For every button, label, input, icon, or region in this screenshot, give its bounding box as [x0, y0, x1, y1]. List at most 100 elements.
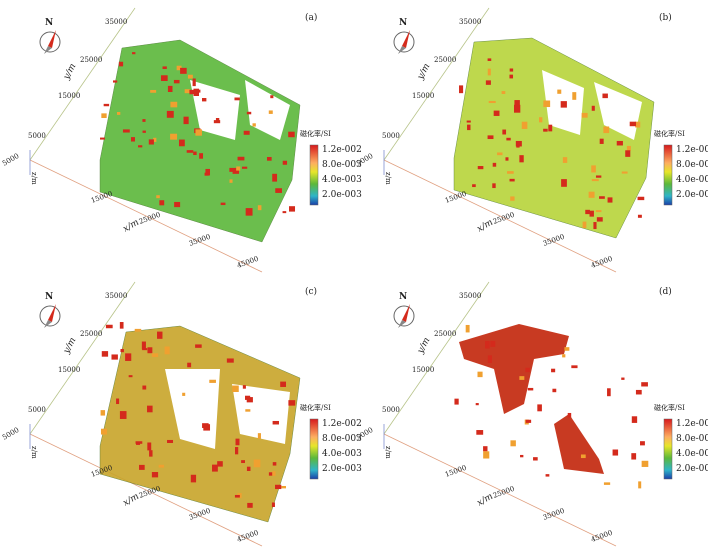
anomaly-voxel	[132, 52, 136, 55]
anomaly-voxel	[561, 179, 567, 187]
anomaly-voxel	[187, 74, 193, 79]
anomaly-voxel	[147, 347, 153, 354]
anomaly-voxel	[167, 85, 173, 92]
anomaly-voxel	[164, 346, 170, 355]
x-tick-label: 25000	[138, 211, 162, 226]
anomaly-voxel	[595, 175, 602, 178]
anomaly-voxel	[105, 324, 113, 329]
anomaly-voxel	[638, 481, 642, 489]
anomaly-voxel	[101, 351, 109, 357]
anomaly-voxel	[631, 453, 637, 460]
anomaly-voxel	[242, 166, 248, 169]
anomaly-voxel	[234, 447, 239, 455]
anomaly-voxel	[166, 110, 174, 118]
anomaly-voxel	[281, 485, 286, 489]
colorbar-title: 磁化率/SI	[654, 129, 685, 138]
anomaly-voxel	[641, 460, 649, 467]
anomaly-voxel	[509, 68, 514, 72]
anomaly-voxel	[588, 191, 595, 198]
anomaly-voxel	[232, 385, 239, 392]
anomaly-voxel	[241, 460, 245, 464]
anomaly-voxel	[607, 388, 611, 397]
anomaly-voxel	[205, 168, 211, 176]
compass-label: N	[399, 292, 407, 302]
anomaly-voxel	[629, 121, 636, 127]
compass-needle	[402, 304, 410, 322]
anomaly-voxel	[226, 358, 234, 363]
anomaly-voxel	[149, 450, 153, 457]
anomaly-voxel	[585, 209, 590, 215]
y-tick-label: 35000	[459, 18, 481, 26]
anomaly-voxel	[467, 124, 471, 131]
anomaly-voxel	[282, 211, 287, 214]
x-tick-label: 45000	[590, 529, 614, 544]
anomaly-voxel	[548, 124, 553, 132]
compass-needle	[398, 320, 406, 328]
y-tick-label: 35000	[459, 292, 481, 300]
anomaly-voxel	[103, 103, 110, 107]
colorbar-label: 1.2e-003	[676, 419, 708, 429]
y-axis-line	[383, 7, 490, 161]
anomaly-voxel	[232, 170, 240, 174]
anomaly-voxel	[591, 165, 596, 173]
compass-label: N	[399, 18, 407, 28]
anomaly-voxel	[580, 454, 586, 459]
anomaly-voxel	[472, 184, 476, 188]
panel-label: (c)	[305, 286, 317, 297]
anomaly-voxel	[151, 353, 159, 357]
z-tick-label: 5000	[1, 152, 20, 168]
compass-needle	[402, 30, 410, 48]
anomaly-voxel	[525, 419, 532, 423]
y-tick-label: 15000	[412, 366, 434, 374]
anomaly-voxel	[268, 110, 273, 114]
anomaly-voxel	[101, 113, 107, 119]
anomaly-voxel	[520, 454, 524, 458]
anomaly-voxel	[543, 128, 548, 132]
anomaly-voxel	[533, 457, 538, 461]
anomaly-voxel	[589, 210, 594, 217]
anomaly-voxel	[640, 441, 645, 446]
anomaly-voxel	[539, 117, 543, 123]
anomaly-voxel	[275, 188, 282, 193]
anomaly-voxel	[257, 433, 261, 439]
x-axis-line	[383, 159, 617, 273]
colorbar-label: 4.0e-004	[676, 449, 708, 459]
panel-label: (b)	[659, 12, 672, 23]
anomaly-voxel	[560, 101, 567, 108]
y-tick-label: 25000	[80, 56, 102, 64]
anomaly-voxel	[186, 150, 194, 153]
anomaly-voxel	[567, 412, 572, 418]
anomaly-voxel	[242, 385, 246, 389]
anomaly-voxel	[551, 368, 556, 373]
anomaly-voxel	[178, 139, 185, 147]
y-axis-title: y/m	[415, 336, 432, 356]
anomaly-voxel	[487, 68, 491, 76]
anomaly-voxel	[510, 196, 515, 201]
anomaly-voxel	[170, 101, 178, 108]
anomaly-voxel	[147, 405, 153, 413]
anomaly-voxel	[545, 474, 550, 477]
anomaly-voxel	[189, 89, 195, 95]
anomaly-voxel	[245, 409, 251, 412]
compass-ring	[39, 305, 61, 327]
anomaly-voxel	[120, 349, 124, 353]
x-tick-label: 25000	[492, 485, 516, 500]
anomaly-voxel	[599, 196, 605, 199]
anomaly-voxel	[603, 126, 610, 134]
anomaly-voxel	[513, 104, 521, 113]
anomaly-voxel	[490, 340, 496, 347]
anomaly-voxel	[485, 341, 490, 349]
anomaly-voxel	[635, 389, 642, 395]
anomaly-voxel	[153, 137, 157, 142]
anomaly-voxel	[183, 116, 189, 125]
anomaly-voxel	[272, 462, 277, 466]
anomaly-voxel	[625, 150, 631, 157]
anomaly-body	[554, 414, 604, 474]
y-tick-label: 5000	[28, 406, 46, 414]
anomaly-voxel	[272, 471, 276, 476]
x-tick-label: 45000	[236, 255, 260, 270]
y-axis-line	[383, 281, 490, 435]
x-tick-label: 25000	[138, 485, 162, 500]
panel: N (a)5000150002500035000y/m15000250003500…	[1, 7, 362, 273]
